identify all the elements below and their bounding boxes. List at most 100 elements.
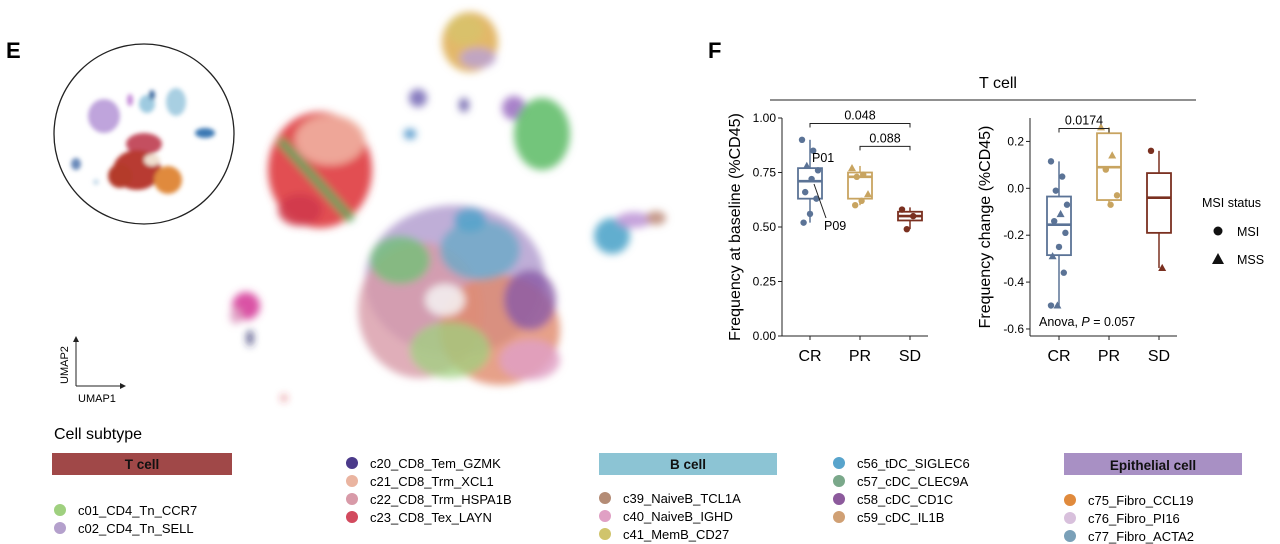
cell-subtype-label: c59_cDC_IL1B [857,510,944,525]
cell-subtype-swatch [833,511,845,523]
boxplot-change: -0.6 -0.4 -0.2 0.0 0.2 Frequency change (%CD4… [977,114,1177,365]
cell-subtype-swatch [1064,530,1076,542]
x-category-label: PR [849,348,871,365]
cell-subtype-swatch [1064,494,1076,506]
data-point-msi [1062,229,1069,237]
legend-msi-circle-icon [1213,226,1223,236]
x-category-label: SD [1148,348,1170,365]
data-point-msi [808,175,815,183]
cell-subtype-label: c76_Fibro_PI16 [1088,511,1180,526]
header-epithelial-cell-label: Epithelial cell [1110,458,1196,473]
data-point-msi [860,171,867,178]
header-epithelial-cell [1064,453,1242,475]
y-tick-label: 0.25 [753,275,777,289]
data-point-msi [813,195,820,202]
y-tick-label: 0.00 [753,329,777,343]
data-point-msi [802,188,809,196]
data-point-mss [1056,209,1065,218]
umap-inset-circle [53,43,235,225]
data-point-msi [1051,217,1058,225]
cell-subtype-label: c23_CD8_Tex_LAYN [370,510,492,525]
y-tick-label: 0.2 [1007,134,1024,148]
data-point-msi [798,136,806,143]
panel-f-label: F [708,38,721,63]
y-axis-title: Frequency change (%CD45) [977,126,994,329]
data-point-msi [853,173,860,181]
point-label-leader [813,183,827,219]
group-title: T cell [979,75,1017,92]
header-t-cell [52,453,232,475]
umap-y-label: UMAP2 [59,346,71,384]
panel-e-label: E [6,38,21,63]
cell-subtype-label: c20_CD8_Tem_GZMK [370,456,501,471]
header-t-cell-label: T cell [125,457,160,472]
cell-subtype-swatch [346,457,358,469]
y-tick-label: -0.4 [1003,275,1024,289]
data-point-mss [1048,252,1057,260]
legend-msi-label: MSI [1237,225,1259,239]
x-category-label: PR [1098,348,1120,365]
data-point-mss [802,161,811,169]
cell-subtype-swatch [599,510,611,522]
data-point-msi [898,206,906,213]
cell-subtype-swatch [346,493,358,505]
cell-subtype-title: Cell subtype [54,426,142,443]
umap-main-clusters [230,12,666,401]
header-b-cell-label: B cell [670,457,706,472]
umap-x-label: UMAP1 [78,393,116,405]
data-point-msi [814,167,822,174]
box-body [1146,172,1172,234]
p-value-label: 0.0174 [1065,114,1103,128]
anova-annotation: Anova, P = 0.057 [1039,315,1135,329]
data-point-msi [1055,243,1063,251]
y-tick-label: 0.0 [1007,181,1024,195]
umap-plot: UMAP1 UMAP2 [53,12,666,405]
cell-subtype-label: c41_MemB_CD27 [623,527,729,542]
cell-subtype-label: c21_CD8_Trm_XCL1 [370,474,494,489]
cell-subtype-columns: c01_CD4_Tn_CCR7 c02_CD4_Tn_SELL c20_CD8_Te… [54,456,1194,544]
y-tick-label: 0.75 [753,166,777,180]
cell-subtype-label: c57_cDC_CLEC9A [857,474,969,489]
cell-subtype-swatch [599,492,611,504]
data-point-mss [1158,263,1167,272]
point-label-p01: P01 [812,151,834,165]
significance-bracket [1058,128,1110,133]
cell-subtype-swatch [1064,512,1076,524]
data-point-mss [864,190,872,198]
p-value-label: 0.048 [844,108,875,122]
cell-subtype-swatch [833,457,845,469]
data-point-msi [1147,147,1155,155]
umap-axes: UMAP1 UMAP2 [59,336,126,405]
data-point-msi [1052,187,1060,194]
cell-subtype-swatch [346,475,358,487]
data-point-msi [1060,269,1068,276]
cell-subtype-label: c02_CD4_Tn_SELL [78,521,194,536]
data-point-msi [1102,166,1110,173]
cell-subtype-swatch [833,493,845,505]
cell-subtype-swatch [346,511,358,523]
cell-subtype-swatch [54,522,66,534]
data-point-msi [1047,302,1055,309]
data-point-mss [848,163,856,172]
y-axis-title: Frequency at baseline (%CD45) [727,113,744,341]
y-tick-label: 0.50 [753,220,777,234]
data-point-msi [1063,201,1071,208]
cell-subtype-legend: Cell subtype T cell B cell Epithelial ce… [52,426,1242,544]
x-category-label: SD [899,348,921,365]
point-label-p09: P09 [824,219,846,233]
cell-subtype-swatch [833,475,845,487]
significance-bracket [809,122,911,128]
cell-subtype-label: c40_NaiveB_IGHD [623,509,733,524]
x-category-label: CR [798,348,821,365]
cell-subtype-swatch [599,528,611,540]
data-point-msi [806,210,814,218]
cell-subtype-label: c39_NaiveB_TCL1A [623,491,741,506]
cell-subtype-label: c22_CD8_Trm_HSPA1B [370,492,512,507]
y-tick-label: 1.00 [753,111,777,125]
cell-subtype-label: c75_Fibro_CCL19 [1088,493,1194,508]
legend-title: MSI status [1202,196,1261,210]
data-point-msi [810,147,817,154]
cell-subtype-label: c77_Fibro_ACTA2 [1088,529,1194,544]
data-point-msi [1059,173,1066,180]
